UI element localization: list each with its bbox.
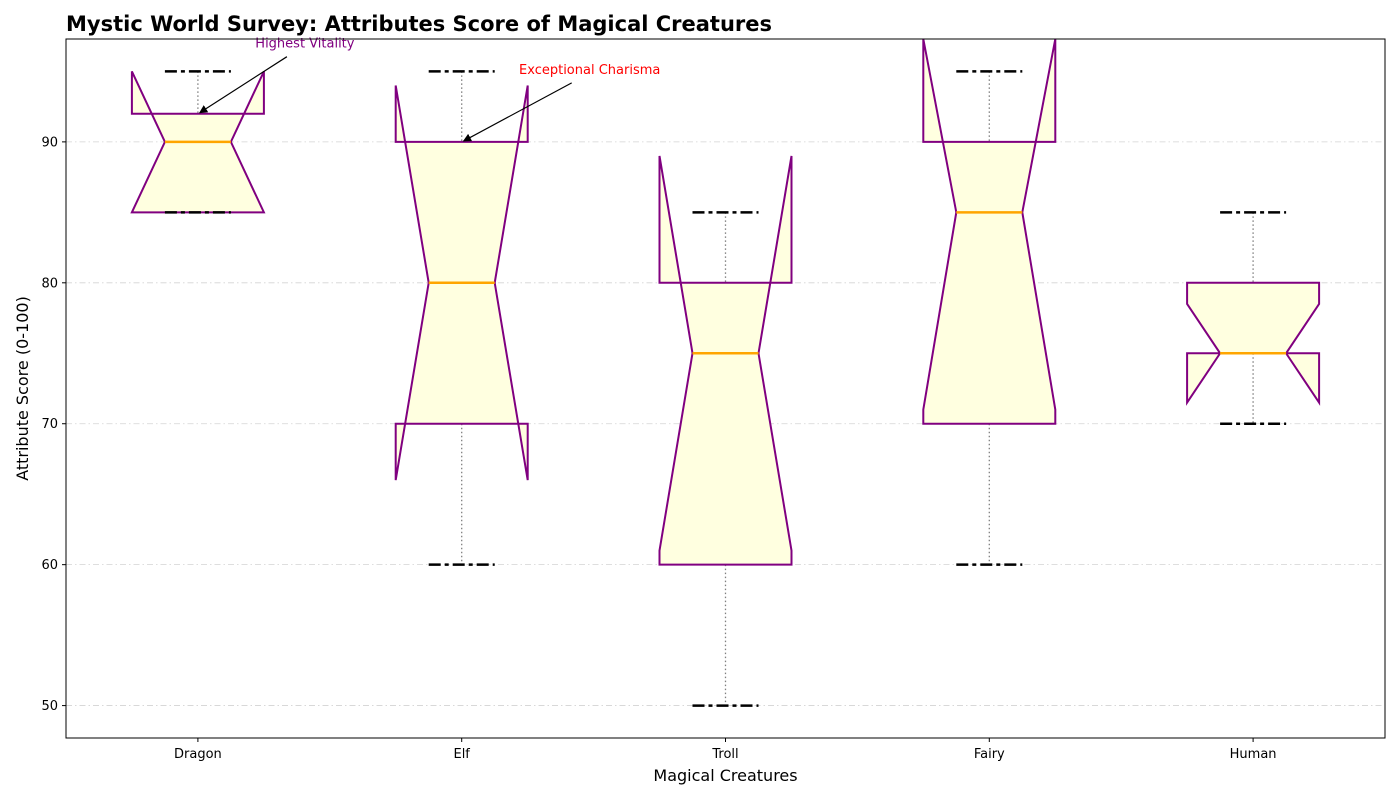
grid-lines xyxy=(66,141,1385,706)
annotation-0: Highest Vitality xyxy=(198,37,355,114)
annotation-1: Exceptional Charisma xyxy=(462,63,660,142)
y-axis-ticks: 50 60 70 80 90 xyxy=(41,135,66,714)
y-tick-label: 70 xyxy=(41,417,58,432)
y-tick-label: 60 xyxy=(41,558,58,573)
box-troll xyxy=(658,155,793,707)
y-tick-label: 50 xyxy=(41,699,58,714)
box-dragon xyxy=(130,70,266,214)
box-human xyxy=(1186,211,1321,425)
box-body xyxy=(1186,281,1321,406)
x-axis-label: Magical Creatures xyxy=(653,766,797,785)
chart-title: Mystic World Survey: Attributes Score of… xyxy=(66,12,772,36)
x-tick-label: Elf xyxy=(453,747,470,762)
y-axis-label: Attribute Score (0-100) xyxy=(13,296,32,481)
x-axis-ticks: Dragon Elf Troll Fairy Human xyxy=(174,738,1277,762)
box-plot-series xyxy=(130,38,1321,707)
x-tick-label: Human xyxy=(1230,747,1277,762)
annotation-label: Highest Vitality xyxy=(255,37,354,52)
y-tick-label: 80 xyxy=(41,276,58,291)
x-tick-label: Dragon xyxy=(174,747,222,762)
annotation-arrow xyxy=(198,56,288,114)
annotation-label: Exceptional Charisma xyxy=(519,63,660,78)
box-elf xyxy=(394,70,529,566)
box-fairy xyxy=(922,38,1057,566)
x-tick-label: Troll xyxy=(711,747,738,762)
box-body xyxy=(922,38,1057,425)
y-tick-label: 90 xyxy=(41,135,58,150)
x-tick-label: Fairy xyxy=(974,747,1005,762)
box-body xyxy=(658,155,793,566)
annotations: Highest Vitality Exceptional Charisma xyxy=(198,37,660,142)
annotation-arrow xyxy=(462,82,572,142)
